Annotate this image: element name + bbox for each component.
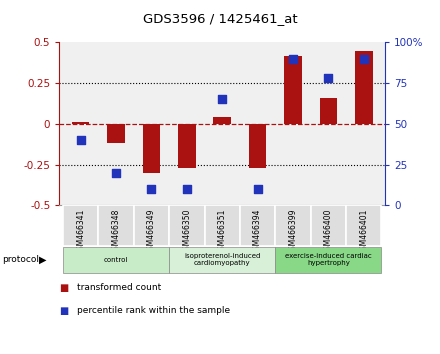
Text: exercise-induced cardiac
hypertrophy: exercise-induced cardiac hypertrophy [285,253,372,266]
Bar [275,247,381,273]
Point [290,56,297,62]
Text: control: control [104,257,128,263]
Bar [143,124,160,173]
Bar [319,98,337,124]
Point [254,186,261,192]
Text: ▶: ▶ [39,255,47,265]
Bar [284,56,302,124]
Point [325,75,332,81]
Bar [134,205,169,246]
Text: GSM466350: GSM466350 [182,208,191,255]
Text: isoproterenol-induced
cardiomyopathy: isoproterenol-induced cardiomyopathy [184,253,260,266]
Bar [275,205,311,246]
Bar [63,205,98,246]
Bar [98,205,134,246]
Text: ■: ■ [59,306,69,316]
Bar [205,205,240,246]
Text: GSM466348: GSM466348 [111,208,121,255]
Text: GSM466400: GSM466400 [324,208,333,255]
Bar [107,124,125,143]
Text: GSM466349: GSM466349 [147,208,156,255]
Point [148,186,155,192]
Point [360,56,367,62]
Bar [63,247,169,273]
Text: GSM466341: GSM466341 [76,208,85,255]
Text: protocol: protocol [2,255,39,264]
Text: GSM466394: GSM466394 [253,208,262,255]
Point [113,170,120,176]
Text: GSM466401: GSM466401 [359,208,368,255]
Point [219,97,226,102]
Bar [311,205,346,246]
Text: GSM466399: GSM466399 [289,208,297,255]
Bar [355,51,373,124]
Text: GSM466351: GSM466351 [218,208,227,255]
Bar [240,205,275,246]
Text: percentile rank within the sample: percentile rank within the sample [77,306,230,315]
Bar [178,124,196,168]
Bar [169,205,205,246]
Bar [249,124,267,168]
Bar [346,205,381,246]
Text: transformed count: transformed count [77,283,161,292]
Point [183,186,191,192]
Bar [169,247,275,273]
Bar [72,122,89,124]
Point [77,137,84,143]
Bar [213,118,231,124]
Text: ■: ■ [59,283,69,293]
Text: GDS3596 / 1425461_at: GDS3596 / 1425461_at [143,12,297,25]
